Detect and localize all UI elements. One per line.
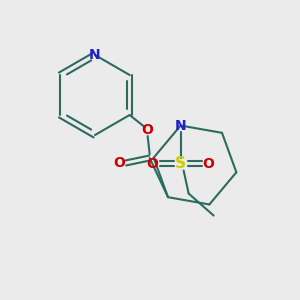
Text: O: O	[142, 123, 154, 137]
Text: O: O	[114, 156, 126, 170]
Text: S: S	[175, 156, 186, 171]
Text: N: N	[175, 118, 186, 133]
Text: O: O	[147, 157, 159, 170]
Text: O: O	[203, 157, 214, 170]
Text: N: N	[89, 48, 101, 62]
